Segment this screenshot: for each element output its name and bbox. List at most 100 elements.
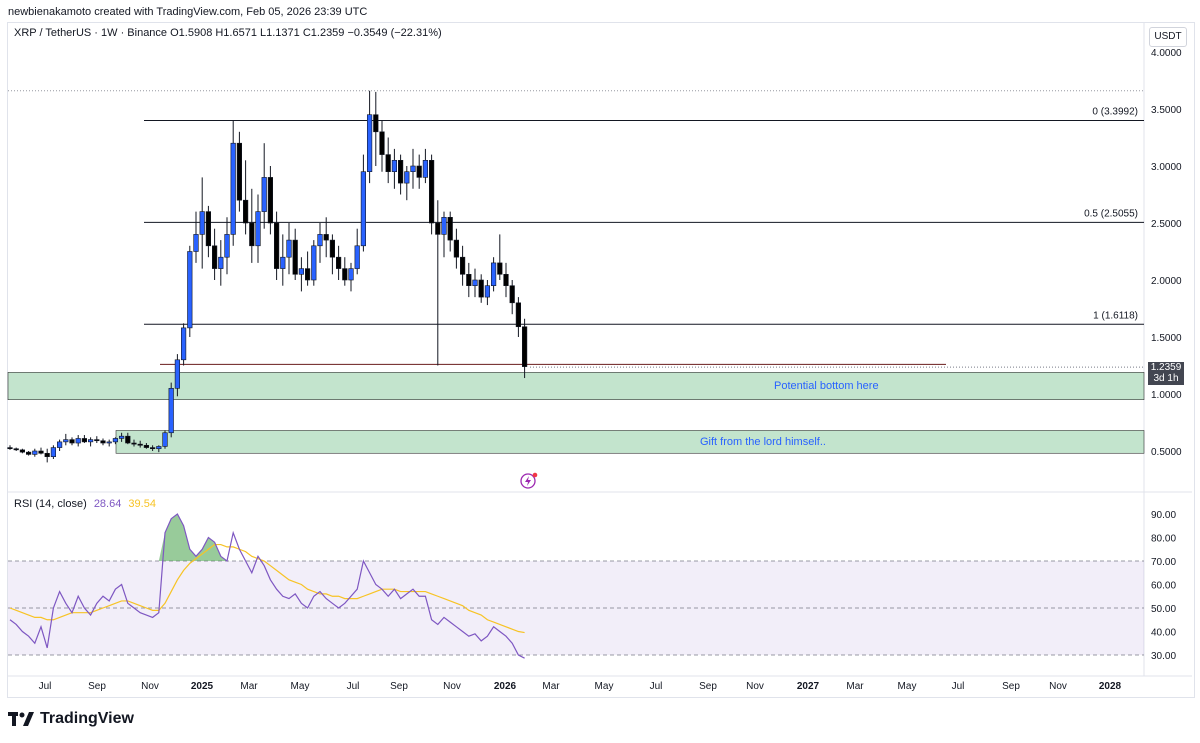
candle-body	[100, 440, 106, 444]
candle-body	[280, 256, 286, 269]
candle-body	[416, 165, 422, 178]
candle-body	[63, 439, 69, 443]
time-axis-label: May	[595, 681, 614, 692]
candle-body	[397, 160, 404, 184]
tradingview-logo-icon	[8, 712, 34, 726]
candle-body	[466, 273, 472, 286]
attribution-text: newbienakamoto created with TradingView.…	[8, 6, 368, 18]
candle-body	[230, 142, 236, 235]
rsi-title[interactable]: RSI (14, close)	[14, 498, 87, 510]
currency-button[interactable]: USDT	[1149, 27, 1187, 47]
fib-level-label: 0 (3.3992)	[1092, 106, 1138, 117]
time-axis-label: Nov	[1049, 681, 1067, 692]
candle-body	[193, 234, 199, 252]
candle-body	[422, 160, 429, 178]
candle-body	[329, 239, 336, 258]
candle-body	[212, 245, 218, 269]
candle-body	[224, 234, 230, 258]
rsi-value: 28.64	[93, 498, 122, 510]
candle-body	[236, 142, 243, 201]
tradingview-brand[interactable]: TradingView	[8, 710, 134, 728]
support-zone[interactable]	[115, 430, 1145, 454]
candle-body	[459, 256, 466, 275]
candle-body	[25, 451, 32, 455]
candle-body	[249, 222, 255, 247]
time-axis-label: Jul	[952, 681, 965, 692]
time-axis-label: 2028	[1099, 681, 1122, 692]
time-axis-label: Jul	[39, 681, 52, 692]
candle-body	[366, 114, 373, 172]
candle-body	[441, 217, 447, 235]
time-axis-label: Sep	[699, 681, 717, 692]
candle-body	[32, 450, 38, 455]
candle-body	[38, 450, 44, 454]
candle-body	[490, 262, 497, 286]
candle-body	[292, 239, 298, 275]
candle-body	[311, 245, 317, 281]
candle-body	[335, 256, 342, 269]
candle-body	[428, 160, 435, 224]
candle-body	[521, 326, 528, 367]
bar-countdown: 3d 1h	[1153, 373, 1179, 384]
time-axis-label: Nov	[141, 681, 159, 692]
candle-body	[112, 438, 118, 443]
candle-body	[478, 279, 484, 298]
candle-body	[323, 234, 329, 241]
candle-body	[218, 256, 224, 269]
symbol-label[interactable]: XRP / TetherUS · 1W · Binance	[14, 27, 168, 39]
price-axis-label: 3.0000	[1151, 162, 1182, 173]
zone-label-gift: Gift from the lord himself..	[700, 436, 826, 448]
candle-body	[69, 439, 75, 444]
candle-body	[484, 285, 491, 298]
price-axis-label: 0.5000	[1151, 447, 1182, 458]
time-axis-label: Mar	[846, 681, 864, 692]
rsi-legend: RSI (14, close) 28.64 39.54	[14, 498, 156, 510]
current-price-value: 1.2359	[1150, 362, 1182, 373]
candle-body	[137, 443, 143, 446]
candle-body	[273, 222, 280, 269]
time-axis-label: Sep	[390, 681, 408, 692]
candle-body	[379, 131, 385, 155]
candle-body	[497, 262, 503, 275]
rsi-axis-label: 70.00	[1151, 557, 1176, 568]
candle-body	[187, 251, 193, 329]
alert-icon[interactable]	[520, 473, 536, 489]
price-axis-label: 4.0000	[1151, 48, 1182, 59]
time-axis-label: Nov	[746, 681, 764, 692]
time-axis-label: Nov	[443, 681, 461, 692]
support-zone[interactable]	[7, 372, 1145, 400]
candle-body	[509, 285, 515, 304]
candle-body	[119, 435, 125, 439]
candle-body	[7, 447, 13, 450]
candle-body	[472, 279, 478, 286]
rsi-ma-line	[9, 543, 525, 634]
rsi-ma-value: 39.54	[128, 498, 156, 510]
candle-body	[404, 171, 410, 184]
candle-body	[168, 387, 174, 434]
rsi-overbought-fill	[158, 514, 227, 561]
candle-body	[255, 211, 261, 247]
rsi-axis-label: 50.00	[1151, 604, 1176, 615]
candle-body	[205, 211, 212, 247]
price-axis-label: 2.0000	[1151, 276, 1182, 287]
candle-body	[317, 234, 323, 247]
ohlc-values: O1.5908 H1.6571 L1.1371 C1.2359 −0.3549 …	[170, 27, 442, 39]
time-axis-label: May	[898, 681, 917, 692]
candle-body	[181, 327, 187, 361]
candle-body	[360, 171, 367, 247]
fib-level-label: 0.5 (2.5055)	[1084, 208, 1138, 219]
candle-body	[304, 268, 311, 281]
rsi-axis-label: 90.00	[1151, 510, 1176, 521]
candle-body	[56, 441, 63, 448]
time-axis-label: Jul	[650, 681, 663, 692]
candle-body	[75, 438, 81, 444]
candle-body	[410, 165, 416, 172]
time-axis-label: Jul	[347, 681, 360, 692]
candle-body	[515, 302, 521, 328]
candle-body	[94, 439, 100, 442]
candle-body	[143, 444, 150, 448]
time-axis-label: Mar	[542, 681, 560, 692]
price-axis-label: 3.5000	[1151, 105, 1182, 116]
chart-frame[interactable]	[7, 22, 1195, 698]
